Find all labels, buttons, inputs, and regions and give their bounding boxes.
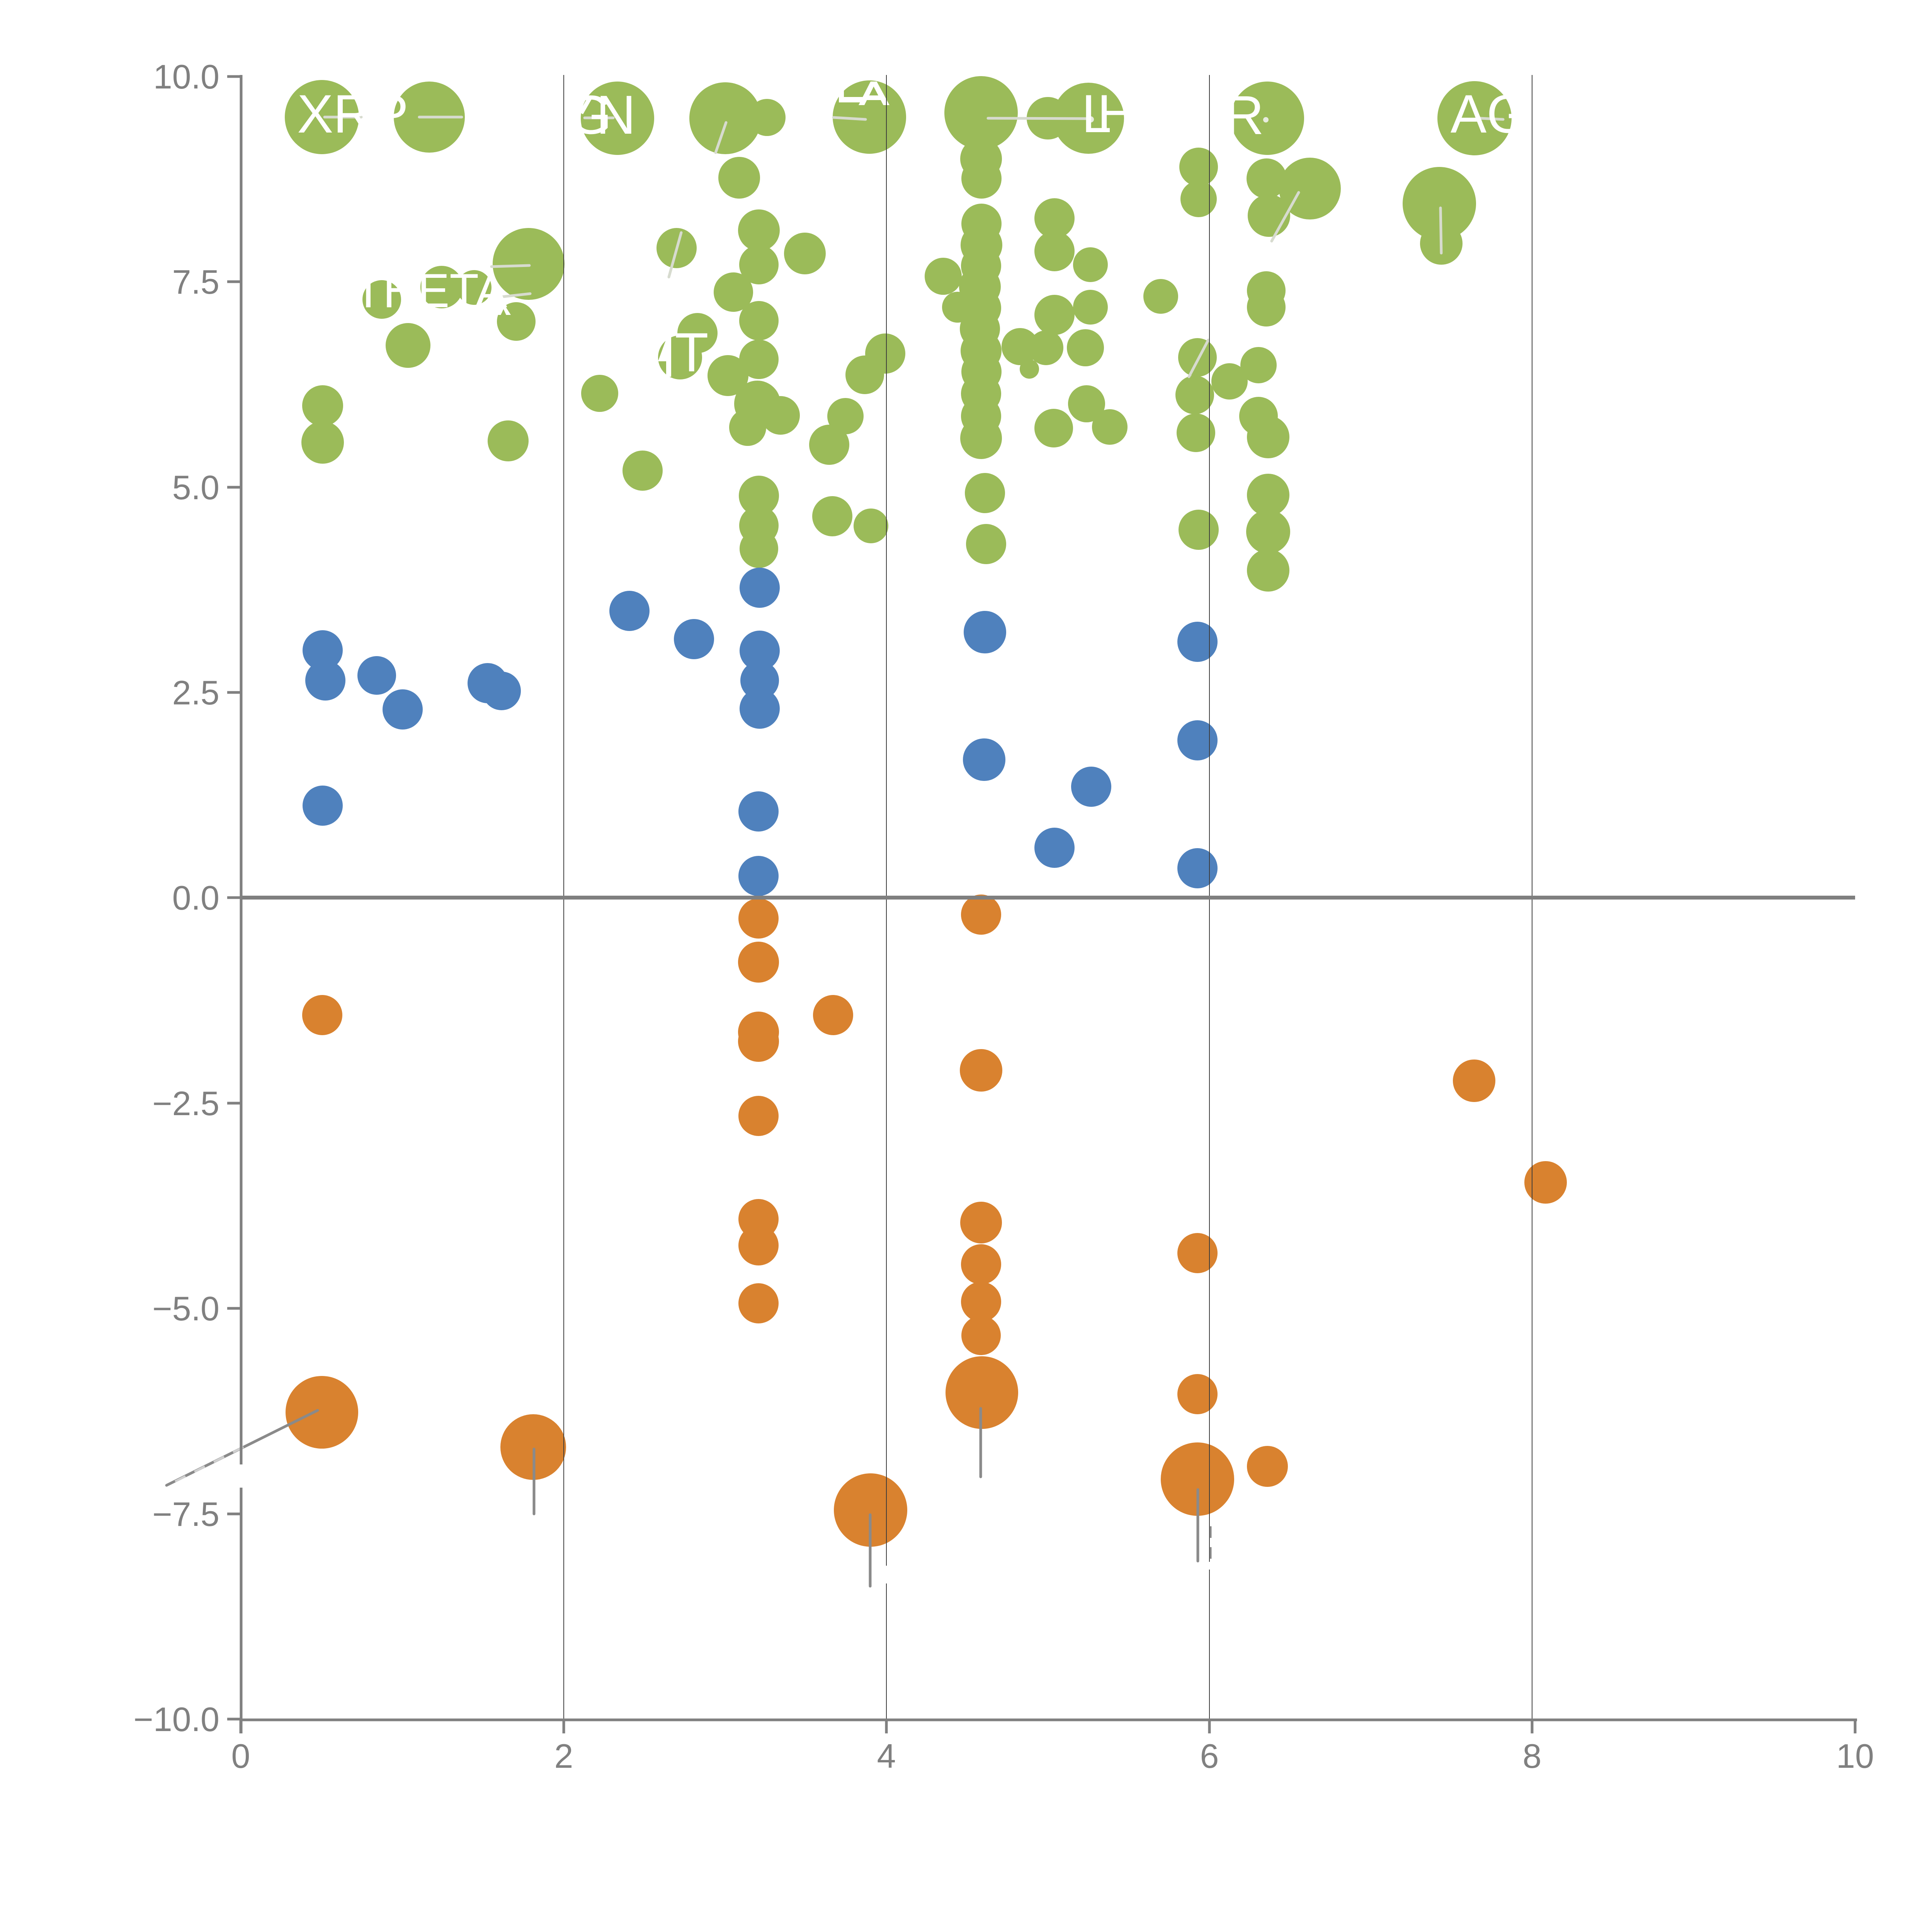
svg-text:0: 0 (231, 1737, 250, 1775)
svg-text:THETA: THETA (354, 264, 507, 318)
svg-text:AG: AG (1451, 83, 1529, 144)
svg-text:N: N (596, 84, 636, 146)
svg-text:T: T (675, 322, 708, 383)
svg-text:10: 10 (1836, 1737, 1874, 1775)
svg-text:H: H (1097, 84, 1136, 144)
svg-text:4: 4 (877, 1737, 896, 1775)
svg-text:0.0: 0.0 (172, 879, 219, 917)
svg-text:2: 2 (554, 1737, 573, 1775)
svg-text:10.0: 10.0 (153, 58, 219, 96)
svg-text:2.5: 2.5 (172, 673, 219, 712)
svg-text:−7.5: −7.5 (152, 1495, 219, 1533)
svg-text:XRP: XRP (297, 83, 408, 144)
svg-text:R: R (1225, 85, 1264, 146)
svg-text:L: L (1082, 84, 1111, 144)
svg-text:−10.0: −10.0 (133, 1700, 219, 1738)
svg-text:5.0: 5.0 (172, 468, 219, 507)
svg-text:−2.5: −2.5 (152, 1084, 219, 1122)
svg-text:G: G (569, 84, 612, 146)
svg-text:8: 8 (1523, 1737, 1542, 1775)
svg-text:7.5: 7.5 (172, 263, 219, 301)
svg-text:6: 6 (1200, 1737, 1219, 1775)
svg-text:−5.0: −5.0 (152, 1289, 219, 1328)
